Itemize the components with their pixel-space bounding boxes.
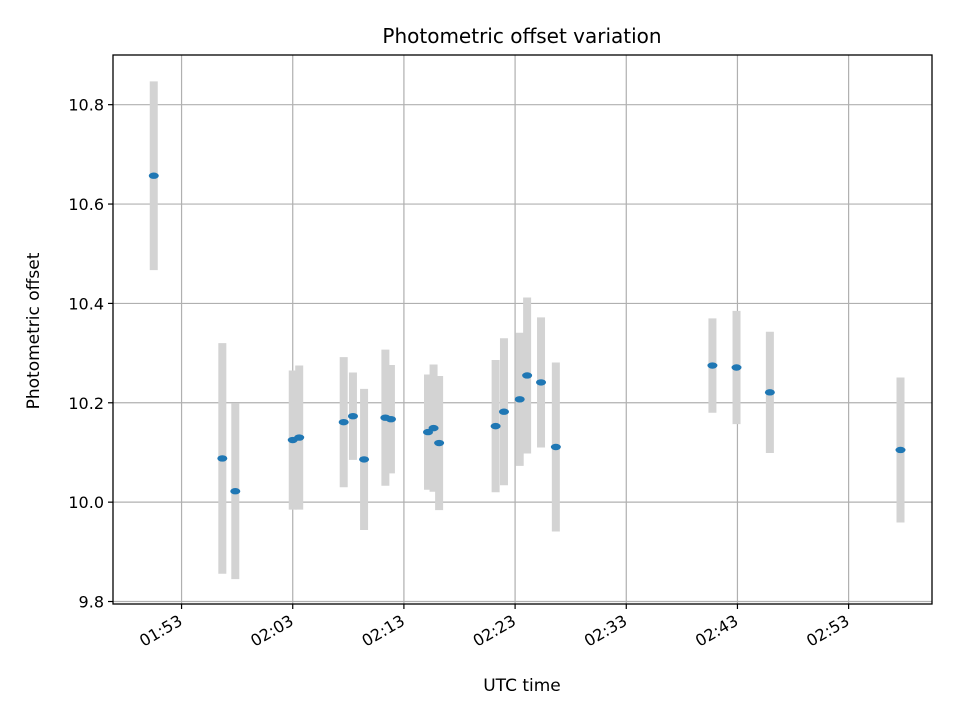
y-tick-label: 10.2 xyxy=(68,394,104,413)
x-tick-label: 02:33 xyxy=(581,611,630,651)
y-axis-label: Photometric offset xyxy=(24,252,44,409)
chart-title: Photometric offset variation xyxy=(382,24,661,48)
data-point xyxy=(385,415,396,423)
data-point xyxy=(347,412,358,420)
data-point xyxy=(707,362,718,369)
data-point xyxy=(294,434,305,441)
y-tick-label: 10.8 xyxy=(68,96,104,115)
data-point xyxy=(490,422,501,430)
data-point xyxy=(434,439,445,447)
data-point xyxy=(428,424,439,432)
data-point xyxy=(148,172,159,179)
data-point xyxy=(895,446,906,454)
x-tick-label: 02:03 xyxy=(247,611,296,651)
x-tick-label: 02:23 xyxy=(470,611,519,651)
x-tick-label: 02:13 xyxy=(358,611,407,651)
x-tick-label: 01:53 xyxy=(136,611,185,651)
data-point xyxy=(764,389,775,396)
data-point xyxy=(230,488,241,495)
errorbar-layer xyxy=(149,81,905,580)
y-tick-label: 10.4 xyxy=(68,294,104,313)
data-point xyxy=(498,408,509,415)
data-point xyxy=(536,379,547,386)
data-point xyxy=(514,396,525,403)
y-tick-label: 10.0 xyxy=(68,493,104,512)
y-tick-label: 10.6 xyxy=(68,195,104,214)
data-point xyxy=(338,418,349,426)
data-point xyxy=(550,443,561,451)
y-axis-ticks: 9.8 10.0 10.2 10.4 10.6 10.8 xyxy=(68,96,113,612)
x-axis-ticks: 01:53 02:03 02:13 02:23 02:33 02:43 02:53 xyxy=(136,604,853,651)
x-axis-label: UTC time xyxy=(483,676,561,696)
x-tick-label: 02:53 xyxy=(803,611,852,651)
data-point xyxy=(522,372,533,379)
data-point xyxy=(217,455,228,462)
y-tick-label: 9.8 xyxy=(79,593,104,612)
data-point xyxy=(359,456,370,463)
axes-frame xyxy=(112,54,933,605)
data-point-layer xyxy=(148,172,906,495)
x-tick-label: 02:43 xyxy=(692,611,741,651)
data-point xyxy=(731,364,742,371)
